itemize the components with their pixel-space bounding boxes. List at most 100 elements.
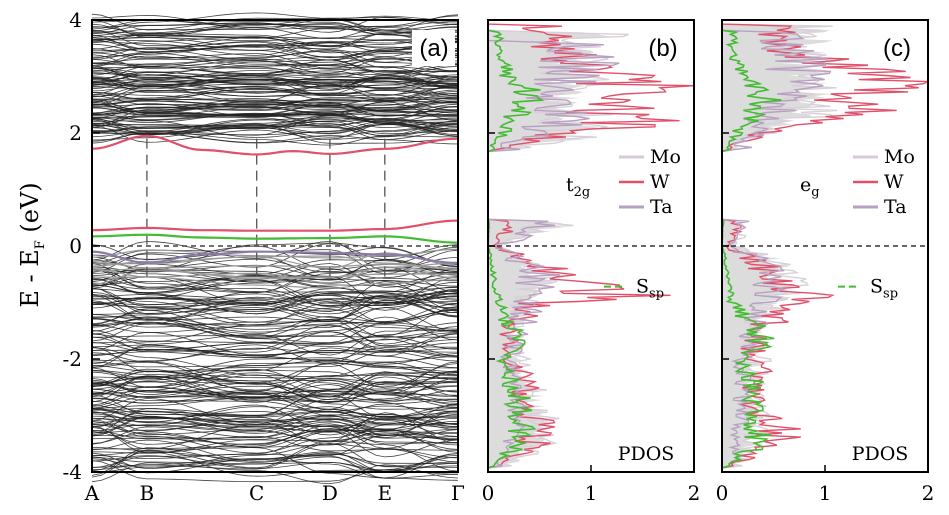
conduction-band-line: [91, 19, 459, 38]
kpoint-label-A: A: [84, 481, 100, 505]
band-series-3: [91, 250, 459, 265]
x-tick-label: 0: [716, 481, 729, 505]
conduction-band-line: [91, 34, 459, 53]
valence-band-line: [91, 332, 459, 356]
near-gap-band-line: [91, 252, 459, 269]
valence-band-line: [91, 453, 458, 471]
panel-label: (b): [648, 35, 677, 62]
conduction-band-line: [91, 50, 459, 66]
legend-label-mo: Mo: [884, 146, 915, 168]
pdos-frame-c: [721, 19, 929, 473]
conduction-band-line: [91, 75, 459, 92]
conduction-band-line: [91, 115, 459, 127]
valence-band-line: [91, 428, 459, 446]
valence-band-line: [91, 266, 459, 293]
y-tick-label: -2: [63, 347, 82, 371]
x-tick-label: 1: [819, 481, 832, 505]
conduction-band-line: [91, 38, 459, 56]
legend-label-w: W: [884, 171, 904, 193]
conduction-band-line: [91, 123, 459, 144]
kpoint-guides: [92, 138, 458, 280]
conduction-band-line: [91, 78, 459, 98]
pdos-panel-t2g: 0 1 2 (b) Mo W Ta t2g Ssp PDOS: [482, 19, 700, 505]
y-tick-label: 2: [69, 121, 82, 145]
kpoint-label-B: B: [140, 481, 155, 505]
y-tick-label: -4: [63, 460, 82, 484]
valence-band-line: [91, 391, 459, 413]
valence-band-line: [91, 243, 459, 268]
conduction-band-line: [91, 82, 459, 96]
sp-label-main: S: [636, 276, 649, 298]
conduction-band-line: [91, 112, 459, 127]
valence-band-line: [91, 384, 459, 406]
x-tick-labels: 0 1 2: [716, 465, 935, 505]
orbital-label: eg: [800, 174, 820, 200]
band-structure-frame: [91, 19, 459, 473]
sp-label-main: S: [870, 276, 883, 298]
valence-band-line: [91, 377, 459, 404]
valence-band-line: [91, 306, 459, 337]
conduction-band-line: [91, 58, 459, 74]
sp-label-sub: sp: [883, 287, 898, 302]
pdos-fill: [722, 20, 837, 472]
valence-band-line: [91, 390, 459, 417]
kpoint-label-E: E: [377, 481, 392, 505]
valence-band-line: [91, 309, 459, 332]
near-gap-band-line: [91, 276, 459, 289]
conduction-band-line: [91, 22, 459, 35]
legend-label-w: W: [650, 171, 670, 193]
conduction-band-line: [91, 103, 459, 117]
valence-band-line: [91, 321, 459, 344]
pdos-total-fill: [722, 20, 837, 472]
valence-band-line: [91, 410, 459, 433]
valence-band-line: [91, 294, 459, 322]
valence-band-line: [91, 390, 459, 417]
conduction-band-line: [91, 42, 459, 58]
conduction-band-line: [91, 77, 459, 96]
valence-band-line: [91, 335, 458, 338]
conduction-band-line: [91, 72, 458, 90]
band-structure-panel: -4 -2 0 2 4 A B C D E Γ (a): [63, 8, 466, 505]
conduction-band-line: [91, 83, 459, 101]
conduction-band-line: [91, 77, 459, 93]
kpoint-label-C: C: [249, 481, 264, 505]
y-axis-label-main: E - E: [16, 249, 44, 307]
valence-band-line: [91, 346, 459, 365]
valence-band-line: [91, 338, 459, 364]
valence-band-line: [91, 423, 458, 445]
valence-band-line: [91, 371, 459, 397]
pdos-label: PDOS: [852, 443, 909, 465]
valence-band-line: [91, 363, 459, 389]
valence-band-line: [91, 451, 459, 477]
conduction-band-line: [92, 60, 459, 78]
valence-band-line: [91, 418, 459, 445]
valence-band-line: [91, 377, 459, 402]
pdos-frame-b: [487, 19, 695, 473]
legend: (b) Mo W Ta t2g Ssp PDOS: [566, 30, 690, 465]
band-series: [91, 134, 459, 265]
panel-label-a: (a): [419, 35, 448, 62]
valence-band-line: [91, 453, 459, 481]
near-gap-band-line: [91, 269, 458, 285]
x-tick-label: 2: [922, 481, 935, 505]
conduction-band-line: [91, 104, 459, 114]
valence-band-line: [91, 290, 459, 321]
valence-band-line: [91, 413, 459, 436]
valence-band-line: [91, 339, 459, 367]
conduction-band-line: [91, 117, 459, 130]
conduction-band-line: [91, 125, 459, 145]
legend: (c) Mo W Ta eg Ssp PDOS: [800, 30, 924, 465]
valence-band-line: [91, 391, 459, 409]
legend-label-ta: Ta: [884, 196, 907, 218]
panel-label-bg: [634, 30, 690, 66]
conduction-band-line: [91, 58, 459, 76]
conduction-band-line: [91, 48, 459, 63]
valence-band-line: [91, 420, 459, 450]
valence-band-line: [91, 324, 459, 352]
valence-band-line: [91, 309, 459, 339]
x-tick-label: 0: [482, 481, 495, 505]
pdos-total-fill: [488, 20, 610, 472]
valence-band-line: [91, 408, 459, 425]
conduction-band-line: [91, 101, 458, 118]
